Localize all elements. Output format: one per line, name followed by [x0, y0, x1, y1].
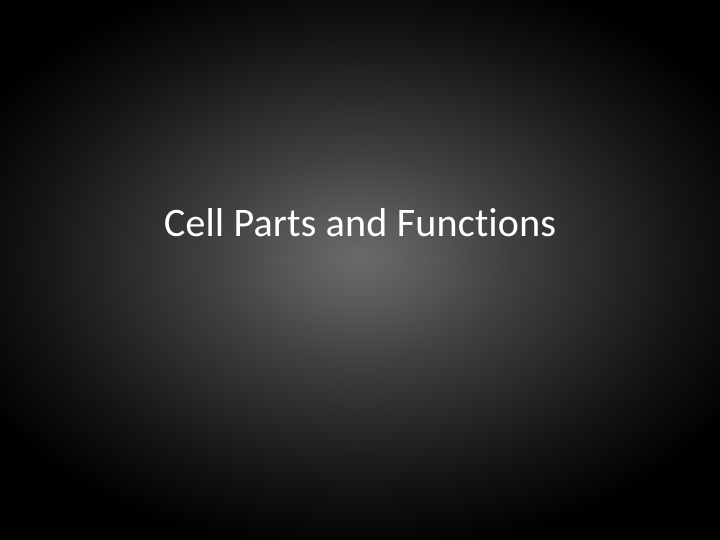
slide-title: Cell Parts and Functions	[0, 198, 720, 247]
slide: Cell Parts and Functions	[0, 0, 720, 540]
